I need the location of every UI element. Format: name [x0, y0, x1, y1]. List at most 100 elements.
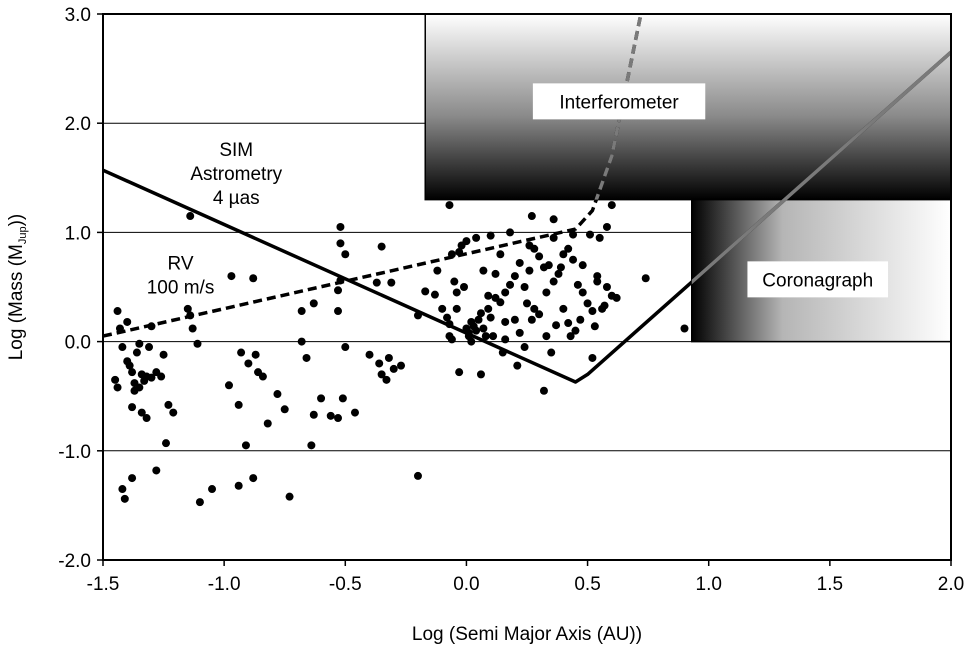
data-point-160 — [515, 328, 524, 337]
data-point-39 — [186, 212, 195, 221]
data-point-168 — [571, 326, 580, 335]
y-tick-label-3: 1.0 — [65, 223, 91, 244]
y-axis-title-end: )) — [6, 214, 27, 227]
data-point-152 — [539, 386, 548, 395]
data-point-56 — [309, 410, 318, 419]
data-point-17 — [145, 343, 154, 352]
data-point-87 — [430, 290, 439, 299]
data-point-117 — [525, 266, 534, 275]
data-point-155 — [552, 321, 561, 330]
data-point-108 — [484, 304, 493, 313]
data-point-36 — [193, 339, 202, 348]
x-tick-label-3: 0.0 — [453, 574, 479, 595]
data-point-28 — [120, 494, 129, 503]
data-point-104 — [474, 315, 483, 324]
data-point-153 — [547, 348, 556, 357]
data-point-150 — [510, 315, 519, 324]
data-point-179 — [496, 250, 505, 259]
data-point-156 — [564, 319, 573, 328]
data-point-166 — [501, 335, 510, 344]
data-point-125 — [564, 244, 573, 253]
data-point-69 — [350, 408, 359, 417]
data-point-146 — [607, 201, 616, 210]
data-point-148 — [680, 324, 689, 333]
y-tick-label-1: -1.0 — [58, 442, 91, 463]
data-point-175 — [460, 283, 469, 291]
data-point-182 — [527, 315, 536, 324]
data-point-80 — [397, 361, 406, 370]
data-point-147 — [641, 274, 650, 283]
data-point-40 — [227, 272, 236, 281]
data-point-71 — [302, 353, 311, 362]
x-tick-label-0: -1.5 — [87, 574, 120, 595]
data-point-185 — [588, 353, 597, 362]
data-point-53 — [263, 419, 272, 428]
data-point-0 — [113, 307, 122, 316]
data-point-169 — [593, 272, 602, 281]
data-point-5 — [118, 343, 127, 352]
data-point-116 — [520, 283, 529, 291]
data-point-61 — [309, 299, 318, 308]
data-point-26 — [128, 403, 137, 412]
data-point-158 — [520, 343, 529, 352]
data-point-10 — [132, 348, 141, 357]
data-point-173 — [489, 332, 498, 341]
data-point-60 — [297, 307, 306, 316]
data-point-176 — [479, 266, 488, 275]
data-point-75 — [375, 359, 384, 368]
data-point-88 — [438, 304, 447, 313]
data-point-70 — [338, 394, 347, 403]
data-point-66 — [336, 222, 345, 231]
data-point-118 — [530, 304, 539, 313]
data-point-129 — [583, 299, 592, 308]
data-point-111 — [496, 298, 505, 307]
data-point-151 — [530, 244, 539, 253]
data-point-145 — [602, 222, 611, 231]
data-point-188 — [501, 317, 510, 326]
data-point-57 — [317, 394, 326, 403]
data-point-22 — [164, 400, 173, 409]
data-point-4 — [113, 383, 122, 392]
data-point-49 — [241, 441, 250, 450]
data-point-177 — [535, 252, 544, 261]
detection-limit-lines — [103, 14, 951, 384]
data-point-18 — [147, 373, 156, 382]
data-point-172 — [523, 299, 531, 308]
data-point-123 — [554, 269, 563, 278]
x-tick-label-6: 1.5 — [817, 574, 843, 595]
data-point-46 — [258, 372, 267, 381]
line-overlay-0 — [425, 50, 951, 342]
data-point-92 — [452, 288, 461, 297]
data-point-42 — [237, 348, 246, 357]
data-point-44 — [251, 350, 260, 359]
data-point-114 — [510, 272, 519, 281]
data-point-159 — [513, 361, 522, 370]
data-point-77 — [382, 375, 391, 384]
data-point-29 — [128, 474, 137, 483]
line-rv — [103, 14, 643, 338]
annotations: Interferometer Coronagraph SIM Astrometry 4 … — [147, 83, 889, 299]
x-tick-label-7: 2.0 — [938, 574, 964, 595]
data-point-20 — [157, 372, 166, 381]
data-point-105 — [476, 309, 485, 318]
annotation-coronagraph: Coronagraph — [762, 270, 873, 291]
data-point-170 — [600, 301, 609, 310]
data-point-183 — [549, 233, 558, 242]
annotation-line-2-2: 4 µas — [213, 188, 260, 209]
data-point-50 — [234, 481, 243, 490]
data-point-142 — [569, 230, 578, 239]
data-point-167 — [559, 304, 568, 313]
data-point-143 — [585, 230, 594, 239]
data-point-136 — [472, 233, 481, 242]
data-point-2 — [123, 317, 132, 326]
data-point-109 — [486, 313, 495, 322]
data-point-83 — [387, 278, 396, 287]
annotation-line-3-0: RV — [168, 254, 194, 275]
data-point-135 — [612, 293, 621, 302]
annotation-interferometer: Interferometer — [559, 92, 679, 113]
data-point-124 — [559, 250, 568, 259]
data-point-78 — [384, 353, 393, 362]
data-point-55 — [280, 405, 289, 414]
data-point-79 — [389, 364, 398, 373]
data-point-91 — [450, 277, 459, 286]
